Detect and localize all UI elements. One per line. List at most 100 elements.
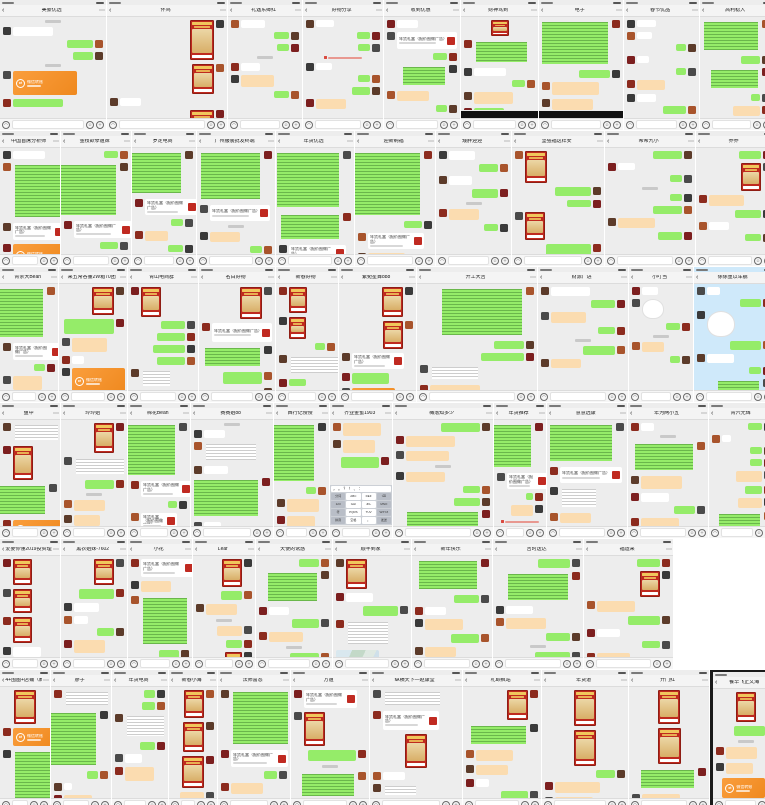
received-message-bubble[interactable]	[707, 354, 734, 363]
sent-message-bubble[interactable]	[653, 206, 682, 214]
back-icon[interactable]: ‹	[496, 410, 499, 417]
avatar[interactable]	[373, 772, 381, 780]
voice-icon[interactable]: ◠	[711, 528, 719, 537]
sent-message-bubble[interactable]	[167, 245, 183, 252]
received-message-bubble[interactable]	[449, 151, 476, 160]
emoji-icon[interactable]: ☺	[172, 659, 180, 668]
avatar[interactable]	[54, 690, 62, 698]
avatar[interactable]	[3, 223, 11, 231]
more-icon[interactable]: ⋯	[621, 274, 627, 281]
voice-icon[interactable]: ◠	[586, 659, 594, 668]
keyboard-key[interactable]: MNO	[376, 501, 391, 508]
highlighted-message-bubble[interactable]	[179, 792, 204, 798]
message-input[interactable]	[405, 528, 471, 537]
avatar[interactable]	[157, 690, 165, 698]
keyboard-key[interactable]: 符	[331, 509, 346, 516]
sent-message-bubble[interactable]	[250, 246, 262, 253]
received-message-bubble[interactable]	[641, 493, 670, 502]
avatar[interactable]	[415, 607, 423, 615]
more-icon[interactable]: ⋯	[331, 274, 337, 281]
back-icon[interactable]: ‹	[335, 546, 338, 553]
emoji-icon[interactable]: ☺	[30, 800, 38, 805]
plus-icon[interactable]: ＋	[613, 120, 621, 129]
avatar[interactable]	[291, 91, 299, 99]
avatar[interactable]	[131, 369, 139, 377]
message-input[interactable]	[596, 659, 651, 668]
plus-icon[interactable]: ＋	[501, 256, 509, 265]
avatar[interactable]	[54, 795, 62, 798]
avatar[interactable]	[3, 343, 11, 351]
sent-message-bubble[interactable]	[453, 498, 480, 506]
received-message-bubble[interactable]	[637, 32, 653, 39]
more-icon[interactable]: ⋯	[347, 138, 353, 145]
avatar[interactable]	[688, 68, 696, 76]
avatar[interactable]	[157, 742, 165, 750]
keyboard-key[interactable]: DEF	[361, 493, 376, 500]
back-icon[interactable]: ‹	[696, 274, 699, 281]
message-input[interactable]	[205, 659, 233, 668]
sent-message-bubble[interactable]	[469, 724, 528, 746]
sent-message-bubble[interactable]	[735, 210, 761, 218]
voice-icon[interactable]: ◠	[220, 800, 228, 805]
sent-message-bubble[interactable]	[132, 151, 183, 195]
more-icon[interactable]: ⋯	[620, 410, 626, 417]
sent-message-bubble[interactable]	[500, 791, 528, 798]
plus-icon[interactable]: ＋	[101, 800, 109, 805]
plus-icon[interactable]: ＋	[50, 256, 58, 265]
avatar[interactable]	[608, 218, 616, 226]
avatar[interactable]	[515, 151, 523, 159]
avatar[interactable]	[593, 187, 601, 195]
emoji-icon[interactable]: ☺	[608, 392, 616, 401]
avatar[interactable]	[396, 451, 404, 459]
avatar[interactable]	[587, 653, 595, 657]
back-icon[interactable]: ‹	[698, 138, 701, 145]
avatar[interactable]	[277, 499, 285, 507]
more-icon[interactable]: ⋯	[43, 677, 49, 684]
sent-message-bubble[interactable]	[203, 346, 262, 368]
plus-icon[interactable]: ＋	[531, 800, 539, 805]
sent-message-bubble[interactable]	[61, 163, 118, 217]
sent-message-bubble[interactable]	[274, 32, 289, 39]
sent-message-bubble[interactable]	[729, 341, 761, 350]
plus-icon[interactable]: ＋	[180, 528, 188, 537]
plus-icon[interactable]: ＋	[483, 528, 491, 537]
message-input[interactable]	[636, 120, 677, 129]
message-input[interactable]	[725, 800, 756, 805]
avatar[interactable]	[500, 224, 508, 232]
plus-icon[interactable]: ＋	[763, 120, 765, 129]
voice-icon[interactable]: ◠	[631, 800, 639, 805]
highlighted-message-bubble[interactable]	[397, 91, 429, 101]
highlighted-message-bubble[interactable]	[641, 476, 683, 489]
sent-message-bubble[interactable]	[100, 242, 118, 249]
back-icon[interactable]: ‹	[332, 410, 335, 417]
sent-message-bubble[interactable]	[363, 606, 398, 616]
message-input[interactable]	[708, 256, 752, 265]
avatar[interactable]	[244, 591, 252, 599]
sent-message-bubble[interactable]	[97, 628, 114, 636]
link-card[interactable]: 年货礼盒（报价图做广告）	[13, 343, 58, 360]
plus-icon[interactable]: ＋	[344, 256, 352, 265]
more-icon[interactable]: ⋯	[621, 677, 627, 684]
sent-message-bubble[interactable]	[538, 559, 570, 568]
received-message-bubble[interactable]	[125, 714, 166, 738]
voice-icon[interactable]: ◠	[201, 392, 209, 401]
plus-icon[interactable]: ＋	[482, 659, 490, 668]
highlighted-message-bubble[interactable]	[642, 794, 681, 798]
avatar[interactable]	[631, 476, 639, 484]
received-message-bubble[interactable]	[13, 151, 46, 159]
plus-icon[interactable]: ＋	[322, 659, 330, 668]
avatar[interactable]	[64, 457, 72, 465]
sent-message-bubble[interactable]	[67, 40, 93, 48]
voice-icon[interactable]: ◠	[544, 800, 552, 805]
avatar[interactable]	[194, 466, 202, 474]
highlighted-message-bubble[interactable]	[210, 232, 241, 242]
sent-message-bubble[interactable]	[440, 287, 524, 337]
highlighted-message-bubble[interactable]	[231, 783, 263, 794]
link-card[interactable]: 年货礼盒（报价图做广告）	[74, 221, 131, 238]
message-input[interactable]	[524, 256, 582, 265]
sent-message-bubble[interactable]	[128, 423, 177, 477]
avatar[interactable]	[291, 44, 299, 52]
received-message-bubble[interactable]	[74, 457, 126, 476]
sent-message-bubble[interactable]	[525, 493, 533, 500]
promo-poster-image[interactable]	[735, 692, 756, 722]
